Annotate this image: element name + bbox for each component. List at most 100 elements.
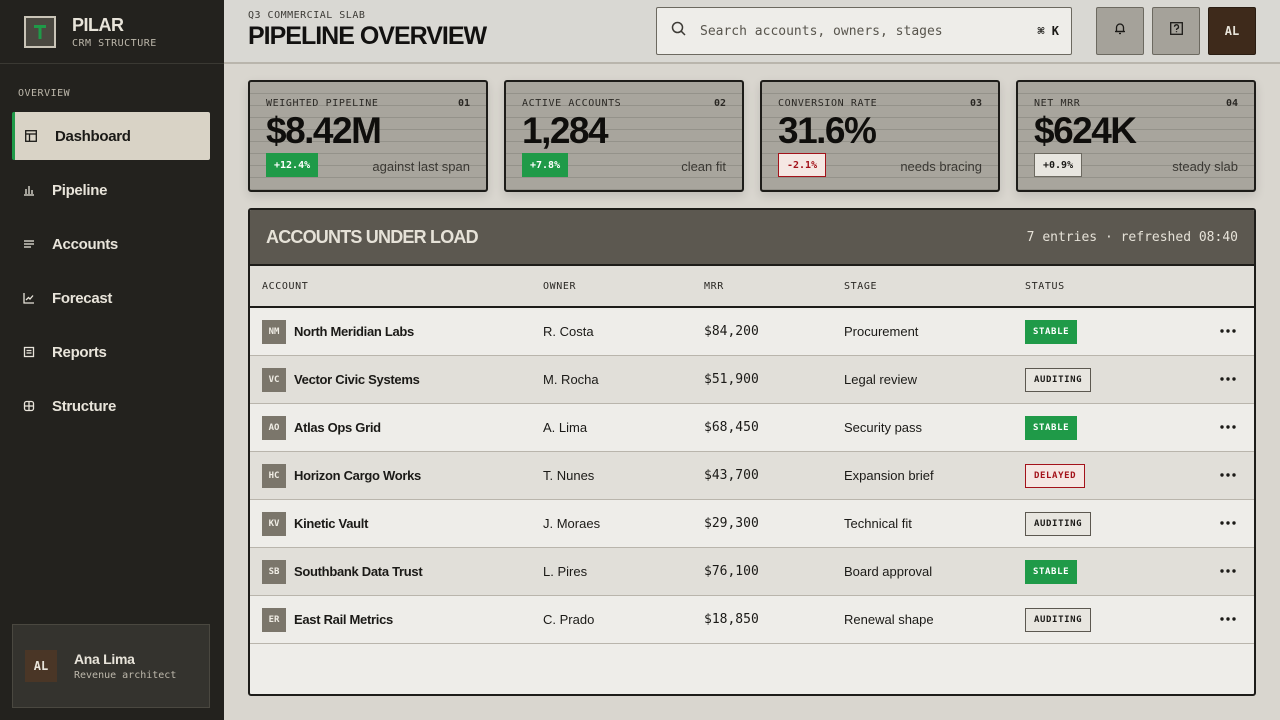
status-badge: STABLE [1025, 415, 1078, 440]
sidebar-item-label: Dashboard [55, 127, 131, 145]
panel-meta: 7 entries · refreshed 08:40 [1026, 229, 1238, 245]
account-cell: VC Vector Civic Systems [262, 356, 420, 403]
user-card[interactable]: AL Ana Lima Revenue architect [12, 624, 210, 708]
sidebar-nav: Dashboard Pipeline Accounts Forecast Rep… [12, 112, 210, 436]
help-button[interactable] [1152, 7, 1200, 55]
row-actions-button[interactable] [1216, 465, 1240, 485]
row-actions-button[interactable] [1216, 321, 1240, 341]
page-title: PIPELINE OVERVIEW [248, 22, 487, 50]
notifications-button[interactable] [1096, 7, 1144, 55]
account-name[interactable]: East Rail Metrics [294, 612, 393, 627]
mrr-cell: $51,900 [704, 372, 759, 387]
kpi-card: WEIGHTED PIPELINE 01 $8.42M +12.4% again… [248, 80, 488, 192]
kpi-card: NET MRR 04 $624K +0.9% steady slab [1016, 80, 1256, 192]
kpi-label: WEIGHTED PIPELINE [266, 98, 379, 109]
table-row[interactable]: HC Horizon Cargo Works T. Nunes $43,700 Expa… [250, 452, 1254, 500]
account-cell: NM North Meridian Labs [262, 308, 414, 355]
kpi-card: CONVERSION RATE 03 31.6% -2.1% needs bra… [760, 80, 1000, 192]
more-icon [1220, 425, 1236, 429]
owner-cell: C. Prado [543, 612, 595, 627]
kpi-value: 31.6% [778, 110, 877, 151]
row-actions-button[interactable] [1216, 369, 1240, 389]
owner-cell: J. Moraes [543, 516, 601, 531]
table-row[interactable]: SB Southbank Data Trust L. Pires $76,100 Boa… [250, 548, 1254, 596]
mrr-cell: $43,700 [704, 468, 759, 483]
brand-subtitle: CRM STRUCTURE [72, 37, 157, 49]
account-cell: HC Horizon Cargo Works [262, 452, 421, 499]
kpi-index: 03 [969, 98, 982, 109]
table-row[interactable]: VC Vector Civic Systems M. Rocha $51,900 Leg… [250, 356, 1254, 404]
topbar: Q3 COMMERCIAL SLAB PIPELINE OVERVIEW ⌘ K… [224, 0, 1280, 64]
owner-cell: R. Costa [543, 324, 594, 339]
sidebar-item-pipeline[interactable]: Pipeline [12, 166, 210, 214]
row-actions-button[interactable] [1216, 513, 1240, 533]
sidebar-item-label: Accounts [52, 235, 118, 253]
account-name[interactable]: Horizon Cargo Works [294, 468, 421, 483]
mrr-cell: $84,200 [704, 324, 759, 339]
table-row[interactable]: ER East Rail Metrics C. Prado $18,850 Renewa… [250, 596, 1254, 644]
account-name[interactable]: Vector Civic Systems [294, 372, 420, 387]
search-box[interactable]: ⌘ K [656, 7, 1072, 55]
stage-cell: Renewal shape [844, 612, 934, 627]
column-header-account[interactable]: ACCOUNT [262, 281, 309, 292]
table-row[interactable]: AO Atlas Ops Grid A. Lima $68,450 Security p… [250, 404, 1254, 452]
more-icon [1220, 473, 1236, 477]
row-actions-button[interactable] [1216, 609, 1240, 629]
breadcrumb: Q3 COMMERCIAL SLAB [248, 10, 366, 21]
kpi-value: 1,284 [522, 110, 609, 151]
grid-icon [22, 399, 36, 413]
kpi-delta-badge: -2.1% [778, 153, 827, 177]
kpi-note: against last span [372, 159, 470, 174]
column-header-status[interactable]: STATUS [1025, 281, 1065, 292]
kpi-index: 02 [713, 98, 726, 109]
panel-title: ACCOUNTS UNDER LOAD [266, 226, 479, 247]
logo-icon [24, 15, 56, 48]
status-badge: AUDITING [1025, 607, 1092, 632]
account-name[interactable]: Atlas Ops Grid [294, 420, 381, 435]
account-cell: KV Kinetic Vault [262, 500, 368, 547]
status-badge: AUDITING [1025, 367, 1092, 392]
mrr-cell: $18,850 [704, 612, 759, 627]
sidebar-item-reports[interactable]: Reports [12, 328, 210, 376]
list-icon [22, 237, 36, 251]
kpi-card: ACTIVE ACCOUNTS 02 1,284 +7.8% clean fit [504, 80, 744, 192]
account-name[interactable]: North Meridian Labs [294, 324, 414, 339]
more-icon [1220, 377, 1236, 381]
sidebar-item-label: Forecast [52, 289, 113, 307]
sidebar-item-structure[interactable]: Structure [12, 382, 210, 430]
panel-header: ACCOUNTS UNDER LOAD 7 entries · refreshe… [250, 210, 1254, 266]
status-cell: AUDITING [1025, 500, 1092, 547]
more-icon [1220, 569, 1236, 573]
account-initials-badge: SB [262, 559, 286, 584]
profile-avatar-button[interactable]: AL [1208, 7, 1256, 55]
sidebar-item-dashboard[interactable]: Dashboard [12, 112, 210, 160]
kpi-index: 01 [457, 98, 470, 109]
column-header-mrr[interactable]: MRR [704, 281, 724, 292]
table-row[interactable]: KV Kinetic Vault J. Moraes $29,300 Technical… [250, 500, 1254, 548]
search-shortcut: ⌘ K [1037, 24, 1059, 38]
account-cell: SB Southbank Data Trust [262, 548, 423, 595]
stage-cell: Technical fit [844, 516, 912, 531]
user-role: Revenue architect [74, 670, 177, 681]
sidebar-item-accounts[interactable]: Accounts [12, 220, 210, 268]
column-header-stage[interactable]: STAGE [844, 281, 878, 292]
mrr-cell: $76,100 [704, 564, 759, 579]
account-name[interactable]: Kinetic Vault [294, 516, 369, 531]
account-name[interactable]: Southbank Data Trust [294, 564, 423, 579]
kpi-note: needs bracing [900, 159, 982, 174]
sidebar: PILAR CRM STRUCTURE OVERVIEW Dashboard P… [0, 0, 224, 720]
row-actions-button[interactable] [1216, 561, 1240, 581]
column-header-owner[interactable]: OWNER [543, 281, 577, 292]
status-cell: AUDITING [1025, 596, 1092, 643]
table-header: ACCOUNT OWNER MRR STAGE STATUS [250, 266, 1254, 308]
search-icon [671, 21, 686, 41]
owner-cell: M. Rocha [543, 372, 599, 387]
stage-cell: Board approval [844, 564, 933, 579]
kpi-label: NET MRR [1034, 98, 1081, 109]
account-initials-badge: ER [262, 607, 286, 632]
status-badge: STABLE [1025, 559, 1078, 584]
table-row[interactable]: NM North Meridian Labs R. Costa $84,200 Proc… [250, 308, 1254, 356]
row-actions-button[interactable] [1216, 417, 1240, 437]
search-input[interactable] [700, 23, 1020, 39]
sidebar-item-forecast[interactable]: Forecast [12, 274, 210, 322]
